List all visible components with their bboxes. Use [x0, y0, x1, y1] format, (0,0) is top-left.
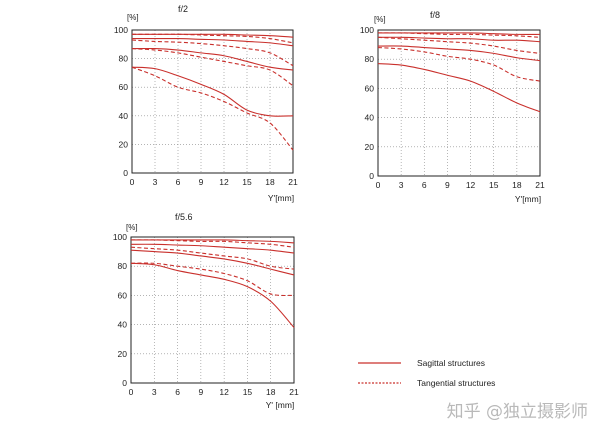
y-axis-label: [%] — [127, 13, 139, 22]
mtf-chart-2: 0 3 6 9 12 15 18 21 0 20 40 60 80 100 f/8 [%] Y'[mm] — [360, 10, 545, 204]
tangential-series-line — [377, 46, 541, 82]
x-tick-label: 15 — [489, 180, 499, 190]
y-tick-label: 60 — [365, 83, 375, 93]
chart-title: f/8 — [430, 10, 440, 20]
x-tick-label: 21 — [535, 180, 545, 190]
tangential-series-line — [131, 39, 294, 67]
tangential-series-line — [377, 36, 541, 54]
x-tick-label: 12 — [219, 387, 229, 397]
y-axis-label: [%] — [374, 15, 386, 24]
sagittal-series-line — [132, 33, 294, 38]
sagittal-series-line — [131, 66, 294, 117]
y-tick-label: 0 — [122, 378, 127, 388]
y-tick-label: 60 — [118, 290, 128, 300]
x-tick-label: 12 — [466, 180, 476, 190]
plot-frame — [377, 29, 541, 177]
x-tick-label: 18 — [266, 387, 276, 397]
y-tick-label: 100 — [360, 25, 374, 35]
y-tick-label: 80 — [119, 54, 129, 64]
y-tick-label: 40 — [119, 111, 129, 121]
sagittal-series-line — [131, 239, 295, 244]
chart-title: f/5.6 — [175, 212, 193, 222]
mtf-chart-1: 0 3 6 9 12 15 18 21 0 20 40 60 80 100 f/2 [%] Y'[mm] — [114, 4, 298, 203]
x-tick-label: 18 — [512, 180, 522, 190]
y-axis-label: [%] — [126, 223, 138, 232]
sagittal-series-line — [377, 63, 541, 113]
x-axis-label: Y'[mm] — [268, 193, 294, 203]
x-tick-label: 9 — [445, 180, 450, 190]
tangential-series-line — [130, 262, 295, 297]
x-tick-label: 3 — [153, 177, 158, 187]
x-tick-label: 15 — [242, 177, 252, 187]
tangential-series-line — [377, 32, 541, 38]
sagittal-series-line — [377, 32, 541, 35]
mtf-chart-3: 0 3 6 9 12 15 18 21 0 20 40 60 80 100 f/5.6 [%] Y' [mm] — [113, 212, 299, 410]
x-tick-label: 15 — [243, 387, 253, 397]
sagittal-series-line — [377, 36, 541, 43]
x-tick-label: 12 — [219, 177, 229, 187]
x-tick-label: 18 — [265, 177, 275, 187]
tangential-series-line — [132, 33, 294, 44]
tangential-series-line — [130, 246, 295, 270]
x-tick-label: 3 — [399, 180, 404, 190]
y-tick-label: 40 — [118, 320, 128, 330]
y-tick-label: 20 — [118, 349, 128, 359]
x-axis-label: Y' [mm] — [266, 400, 295, 410]
x-tick-label: 21 — [288, 177, 298, 187]
x-tick-label: 6 — [176, 177, 181, 187]
y-tick-label: 20 — [119, 139, 129, 149]
plot-frame — [130, 236, 295, 384]
y-tick-label: 80 — [118, 261, 128, 271]
chart-title: f/2 — [178, 4, 188, 14]
sagittal-series-line — [130, 249, 295, 276]
sagittal-series-line — [131, 47, 294, 71]
y-tick-label: 40 — [365, 113, 375, 123]
y-tick-label: 0 — [123, 168, 128, 178]
x-tick-label: 0 — [129, 387, 134, 397]
x-tick-label: 3 — [152, 387, 157, 397]
sagittal-series-line — [131, 37, 294, 47]
sagittal-series-line — [130, 243, 295, 254]
plot-frame — [131, 29, 294, 174]
x-tick-label: 9 — [199, 177, 204, 187]
tangential-series-line — [131, 48, 294, 87]
x-tick-label: 21 — [289, 387, 299, 397]
sagittal-series-line — [377, 45, 541, 62]
x-tick-label: 0 — [376, 180, 381, 190]
x-tick-label: 6 — [422, 180, 427, 190]
y-tick-label: 100 — [114, 25, 128, 35]
y-tick-label: 0 — [369, 171, 374, 181]
x-tick-label: 9 — [198, 387, 203, 397]
x-axis-label: Y'[mm] — [515, 194, 541, 204]
x-tick-label: 6 — [175, 387, 180, 397]
tangential-series-line — [130, 239, 295, 248]
x-tick-label: 0 — [130, 177, 135, 187]
y-tick-label: 60 — [119, 82, 129, 92]
sagittal-series-line — [130, 262, 295, 328]
y-tick-label: 20 — [365, 142, 375, 152]
y-tick-label: 80 — [365, 54, 375, 64]
y-tick-label: 100 — [113, 232, 127, 242]
tangential-series-line — [131, 66, 294, 151]
watermark: 知乎 @独立摄影师 — [446, 402, 588, 422]
